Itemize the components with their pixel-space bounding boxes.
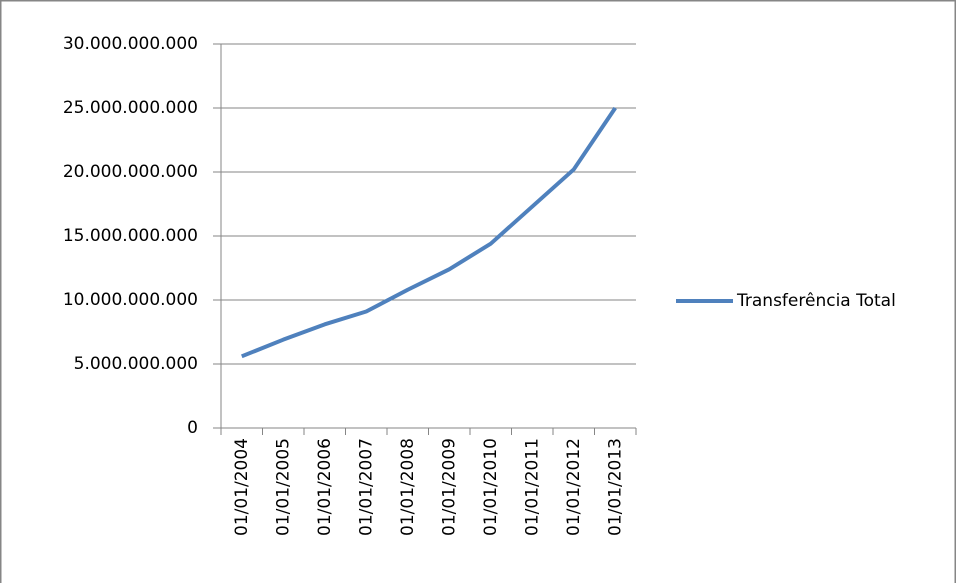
x-tick-label: 01/01/2004 [232,438,252,536]
x-tick-label: 01/01/2005 [273,438,293,536]
y-tick-label: 25.000.000.000 [63,98,198,118]
x-tick-label: 01/01/2008 [398,438,418,536]
y-tick-label: 15.000.000.000 [63,226,198,246]
y-tick-label: 10.000.000.000 [63,290,198,310]
x-tick-label: 01/01/2011 [522,438,542,536]
y-tick-label: 0 [187,418,198,438]
x-tick-label: 01/01/2006 [315,438,335,536]
x-tick-label: 01/01/2012 [564,438,584,536]
y-tick-label: 5.000.000.000 [74,354,198,374]
data-line [241,106,617,359]
legend-label: Transferência Total [736,291,896,311]
x-tick-label: 01/01/2013 [605,438,625,536]
x-tick-label: 01/01/2010 [481,438,501,536]
y-tick-label: 30.000.000.000 [63,34,198,54]
y-tick-label: 20.000.000.000 [63,162,198,182]
x-tick-label: 01/01/2009 [439,438,459,536]
x-tick-label: 01/01/2007 [356,438,376,536]
